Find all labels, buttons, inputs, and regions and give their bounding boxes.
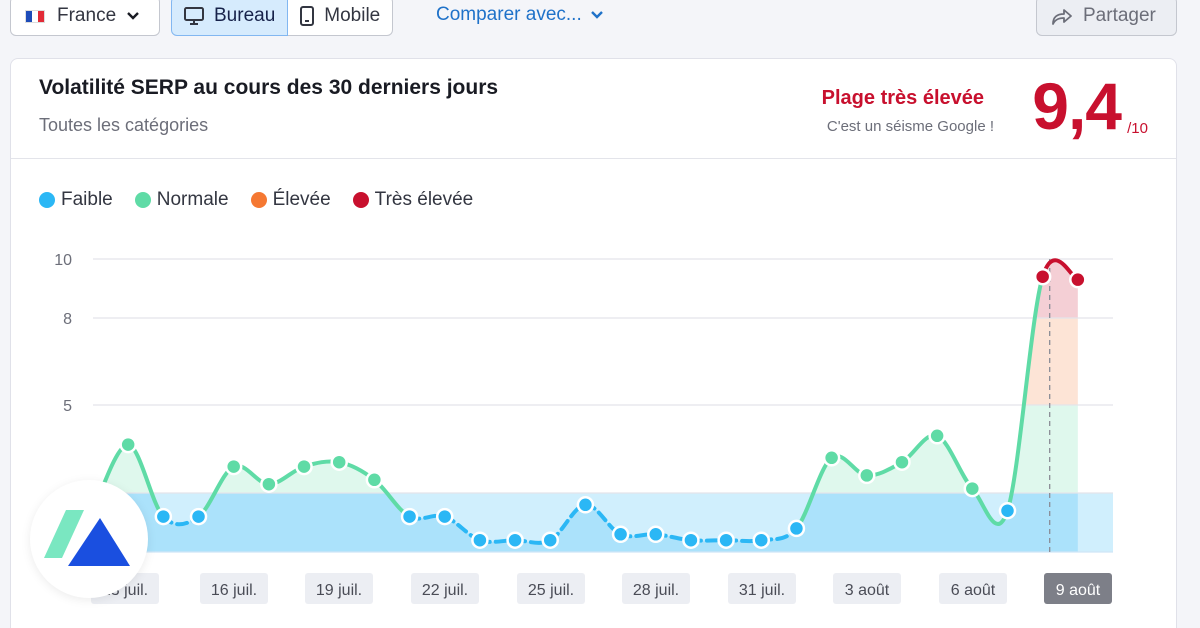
data-point [224, 457, 243, 476]
legend-dot-normal [134, 192, 151, 208]
compare-label: Comparer avec... [436, 4, 582, 25]
y-tick-label: 5 [63, 398, 72, 415]
range-description: C'est un séisme Google ! [826, 118, 994, 135]
compare-dropdown[interactable]: Comparer avec... [436, 4, 604, 26]
data-point [154, 507, 173, 526]
card-title: Volatilité SERP au cours des 30 derniers… [39, 76, 499, 99]
x-tick-background [833, 573, 901, 604]
mobile-icon [300, 6, 315, 26]
x-tick-background [622, 573, 690, 604]
data-point [682, 531, 700, 549]
legend-label: Élevée [272, 189, 331, 210]
low-zone-background [93, 493, 1113, 552]
share-arrow-icon [1052, 9, 1072, 25]
data-point [260, 475, 278, 493]
device-mobile-button[interactable]: Mobile [288, 0, 394, 36]
x-tick-label: 9 août [1056, 582, 1101, 599]
data-point [858, 466, 876, 485]
data-point [717, 531, 735, 549]
x-tick-label: 16 juil. [211, 582, 257, 599]
x-tick-background [517, 573, 585, 604]
x-tick-label: 6 août [951, 582, 996, 599]
band-normal [93, 405, 1078, 493]
data-point [928, 427, 946, 445]
data-point [330, 453, 348, 471]
x-tick-background [411, 573, 479, 604]
legend-dot-low [39, 192, 55, 208]
desktop-icon [184, 7, 204, 25]
data-point [576, 496, 595, 514]
legend-item-normal[interactable]: Normale [134, 189, 229, 211]
data-point [541, 531, 559, 549]
data-point [400, 507, 419, 526]
legend-label: Très élevée [374, 189, 474, 210]
x-tick-background [305, 573, 373, 604]
legend-dot-very-high [352, 192, 369, 208]
chevron-down-icon [590, 11, 603, 19]
band-very-high [93, 260, 1078, 318]
x-tick-label: 31 juil. [739, 582, 785, 599]
data-point [787, 519, 806, 538]
x-tick-label: 28 juil. [633, 582, 679, 599]
data-point [611, 525, 630, 544]
x-tick-background [939, 573, 1007, 604]
device-toggle: Bureau Mobile [171, 0, 394, 36]
legend-label: Normale [156, 189, 229, 210]
data-point [1069, 270, 1087, 289]
device-desktop-label: Bureau [214, 5, 276, 26]
card-header: Volatilité SERP au cours des 30 derniers… [11, 59, 1176, 159]
y-tick-label: 8 [63, 311, 72, 328]
data-point [506, 531, 524, 549]
score-max: /10 [1127, 120, 1148, 137]
legend-dot-high [250, 192, 267, 208]
range-label: Plage très élevée [821, 87, 984, 109]
share-label: Partager [1083, 5, 1156, 26]
x-tick-label: 25 juil. [528, 582, 574, 599]
country-select[interactable]: France [10, 0, 160, 36]
x-tick-background [728, 573, 796, 604]
data-point [119, 435, 137, 454]
x-tick-label: 19 juil. [316, 582, 362, 599]
toolbar: France Bureau Mobile Comparer avec... Pa… [0, 0, 1200, 40]
volatility-score: 9,4 [1032, 69, 1122, 143]
share-button[interactable]: Partager [1036, 0, 1177, 36]
logo-icon [44, 510, 130, 566]
legend-item-very-high[interactable]: Très élevée [352, 189, 474, 211]
band-high [93, 318, 1078, 405]
data-point [893, 453, 911, 471]
data-point [963, 479, 982, 498]
legend-item-high[interactable]: Élevée [250, 189, 331, 211]
data-point [189, 507, 208, 526]
x-tick-background [1044, 573, 1112, 604]
data-point [1033, 267, 1052, 286]
country-label: France [57, 5, 117, 26]
legend-label: Faible [61, 189, 113, 210]
site-logo [30, 480, 148, 598]
data-point [752, 531, 771, 549]
data-point [471, 531, 489, 549]
data-point [998, 501, 1017, 520]
data-point [295, 457, 313, 476]
volatility-card: Volatilité SERP au cours des 30 derniers… [10, 58, 1177, 628]
series-line-segment [1005, 274, 1045, 513]
data-point [647, 525, 665, 544]
device-desktop-button[interactable]: Bureau [171, 0, 289, 36]
data-point [365, 471, 384, 489]
y-tick-label: 10 [54, 252, 72, 269]
card-subtitle: Toutes les catégories [39, 115, 209, 135]
x-tick-background [200, 573, 268, 604]
legend-item-low[interactable]: Faible [39, 189, 113, 211]
chevron-down-icon [127, 12, 139, 20]
chart-legend: Faible Normale Élevée Très élevée [39, 189, 473, 211]
data-point [435, 507, 454, 526]
x-tick-label: 22 juil. [422, 582, 468, 599]
france-flag-icon [25, 9, 45, 23]
data-point [822, 449, 841, 467]
x-tick-label: 3 août [845, 582, 890, 599]
device-mobile-label: Mobile [324, 5, 381, 26]
